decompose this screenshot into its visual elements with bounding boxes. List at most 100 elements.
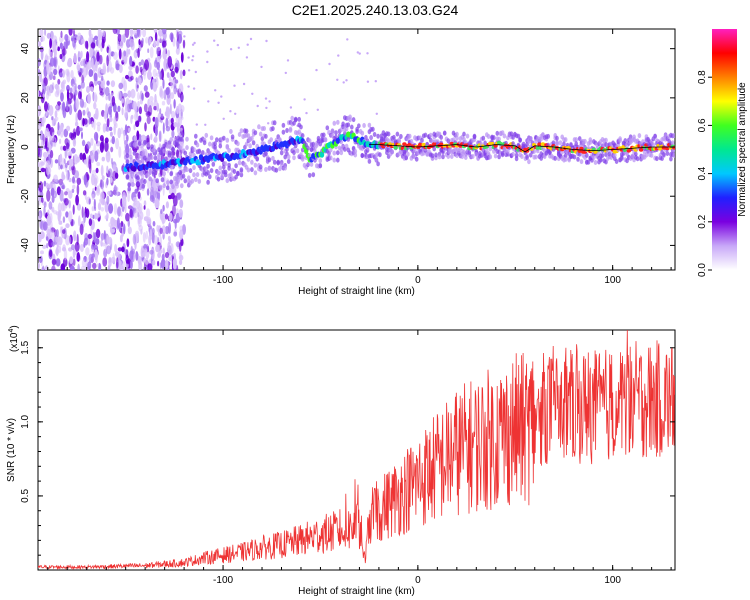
noise-blob — [147, 263, 153, 270]
noise-blob — [106, 234, 110, 245]
noise-point — [233, 84, 236, 87]
noise-blob — [93, 102, 97, 110]
noise-blob — [77, 84, 82, 90]
ridge-halo — [234, 163, 238, 169]
noise-blob — [40, 167, 46, 173]
noise-blob — [77, 109, 82, 121]
ridge-halo — [481, 135, 486, 141]
noise-blob — [180, 52, 184, 63]
noise-blob — [50, 187, 55, 197]
ridge-halo — [150, 186, 154, 192]
ridge-halo — [300, 133, 305, 139]
noise-blob — [42, 93, 45, 98]
noise-blob — [49, 51, 54, 59]
noise-blob — [68, 177, 72, 183]
ridge-halo — [344, 143, 349, 149]
noise-blob — [51, 258, 57, 266]
noise-blob — [65, 223, 70, 229]
ridge-halo — [390, 149, 394, 155]
noise-point — [213, 39, 216, 42]
noise-point — [242, 82, 246, 86]
ridge-halo — [180, 183, 184, 189]
noise-blob — [172, 36, 176, 47]
ridge-halo — [136, 157, 140, 163]
noise-blob — [94, 60, 98, 72]
noise-blob — [173, 231, 178, 237]
noise-blob — [58, 154, 63, 166]
noise-blob — [106, 80, 110, 86]
noise-blob — [160, 258, 166, 270]
noise-blob — [153, 29, 158, 34]
y-tick-label: -40 — [20, 238, 31, 253]
noise-blob — [126, 134, 129, 142]
noise-blob — [161, 100, 166, 106]
ridge-halo — [250, 167, 254, 173]
noise-blob — [128, 127, 131, 133]
noise-blob — [105, 150, 111, 163]
noise-blob — [59, 189, 64, 202]
ridge-halo — [225, 178, 230, 184]
noise-blob — [180, 105, 185, 113]
ridge-halo — [604, 137, 608, 143]
noise-blob — [170, 110, 176, 119]
ridge-halo — [407, 133, 412, 139]
noise-blob — [167, 235, 171, 242]
ridge-halo — [322, 132, 326, 138]
noise-point — [222, 117, 225, 121]
noise-blob — [133, 200, 137, 206]
ridge-halo — [236, 141, 240, 147]
ridge-halo — [209, 135, 214, 141]
noise-point — [375, 112, 378, 116]
noise-blob — [142, 232, 146, 243]
ridge-halo — [374, 157, 379, 163]
ridge-halo — [227, 148, 231, 153]
ridge-halo — [360, 130, 365, 136]
noise-blob — [162, 40, 167, 48]
ridge-halo — [669, 156, 673, 162]
snr-scale-exponent: 4 — [8, 329, 15, 333]
ridge-halo — [364, 135, 368, 140]
noise-blob — [151, 79, 155, 84]
noise-point — [193, 41, 196, 45]
ridge-halo — [563, 156, 568, 162]
ridge-halo — [492, 135, 496, 141]
ridge-halo — [420, 137, 424, 143]
ridge-core — [535, 146, 540, 150]
ridge-halo — [414, 156, 419, 162]
ridge-halo — [155, 178, 159, 184]
x-tick-label: 0 — [415, 275, 421, 286]
noise-blob — [152, 227, 155, 235]
ridge-halo — [258, 164, 263, 170]
ridge-halo — [307, 138, 312, 144]
ridge-halo — [367, 122, 372, 128]
noise-blob — [38, 262, 40, 269]
noise-blob — [51, 195, 55, 203]
ridge-halo — [339, 139, 344, 145]
spectrogram-y-axis-label: Frequency (Hz) — [6, 115, 17, 184]
noise-blob — [68, 158, 73, 166]
ridge-core — [579, 146, 584, 151]
ridge-halo — [278, 166, 282, 172]
ridge-halo — [213, 144, 217, 150]
ridge-halo — [130, 182, 135, 187]
noise-blob — [104, 140, 109, 153]
ridge-halo — [286, 154, 291, 160]
noise-blob — [81, 259, 86, 268]
noise-blob — [146, 188, 150, 196]
noise-blob — [50, 150, 54, 159]
noise-blob — [141, 134, 146, 142]
noise-blob — [108, 222, 112, 228]
noise-blob — [177, 122, 180, 128]
ridge-halo — [309, 161, 314, 167]
noise-blob — [102, 30, 106, 38]
noise-blob — [73, 94, 76, 101]
ridge-halo — [246, 167, 251, 173]
noise-blob — [129, 250, 134, 261]
noise-point — [206, 50, 209, 53]
noise-blob — [169, 103, 172, 115]
ridge-halo — [237, 160, 242, 166]
noise-blob — [120, 127, 124, 135]
noise-point — [204, 123, 207, 127]
noise-blob — [46, 243, 49, 249]
noise-blob — [80, 80, 85, 89]
